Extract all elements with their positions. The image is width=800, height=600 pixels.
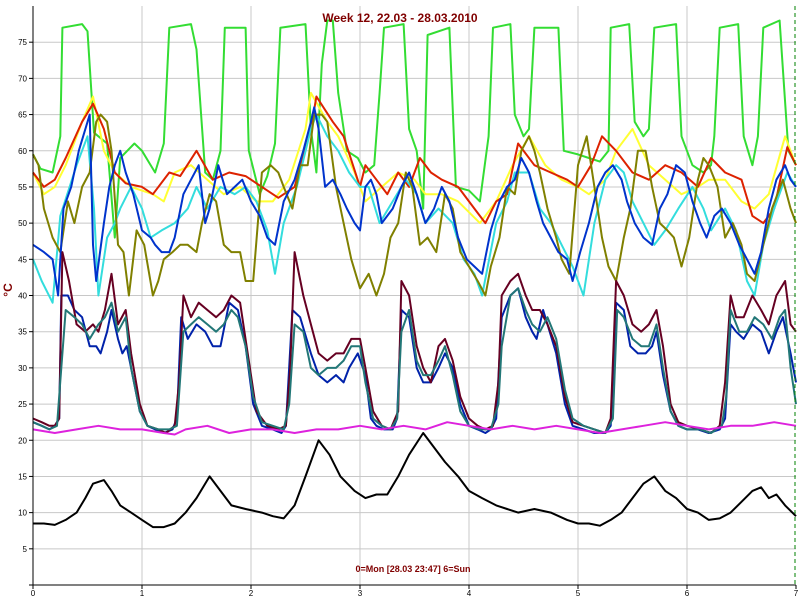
y-tick-label-75: 75 (18, 38, 27, 47)
y-axis-label: °C (1, 283, 15, 297)
x-tick-label-5: 5 (576, 589, 581, 598)
y-tick-label-20: 20 (18, 436, 27, 445)
x-tick-label-6: 6 (685, 589, 690, 598)
series-layer (32, 19, 797, 529)
chart-footer: 0=Mon [28.03 23:47] 6=Sun (355, 564, 470, 574)
y-tick-label-30: 30 (18, 364, 27, 373)
x-tick-label-7: 7 (794, 589, 799, 598)
y-tick-label-70: 70 (18, 74, 27, 83)
series-line-10 (32, 421, 797, 436)
x-tick-label-1: 1 (140, 589, 145, 598)
series-line-6 (32, 106, 797, 297)
x-tick-label-0: 0 (31, 589, 36, 598)
y-tick-label-10: 10 (18, 509, 27, 518)
chart-title: Week 12, 22.03 - 28.03.2010 (322, 11, 478, 25)
x-tick-label-2: 2 (249, 589, 254, 598)
series-line-11 (33, 432, 797, 529)
y-tick-label-40: 40 (18, 292, 27, 301)
y-tick-label-45: 45 (18, 255, 27, 264)
y-tick-label-60: 60 (18, 147, 27, 156)
y-tick-label-15: 15 (18, 472, 27, 481)
series-line-9 (32, 287, 797, 434)
y-tick-label-50: 50 (18, 219, 27, 228)
series-line-5 (32, 113, 797, 297)
y-tick-label-25: 25 (18, 400, 27, 409)
y-tick-label-5: 5 (23, 545, 28, 554)
y-tick-label-65: 65 (18, 111, 27, 120)
y-tick-label-55: 55 (18, 183, 27, 192)
series-line-3 (32, 95, 797, 225)
series-line-7 (32, 287, 797, 434)
y-tick-label-35: 35 (18, 328, 27, 337)
series-line-1 (32, 19, 797, 239)
x-tick-label-3: 3 (358, 589, 363, 598)
x-tick-label-4: 4 (467, 589, 472, 598)
grid-lines (33, 6, 796, 585)
